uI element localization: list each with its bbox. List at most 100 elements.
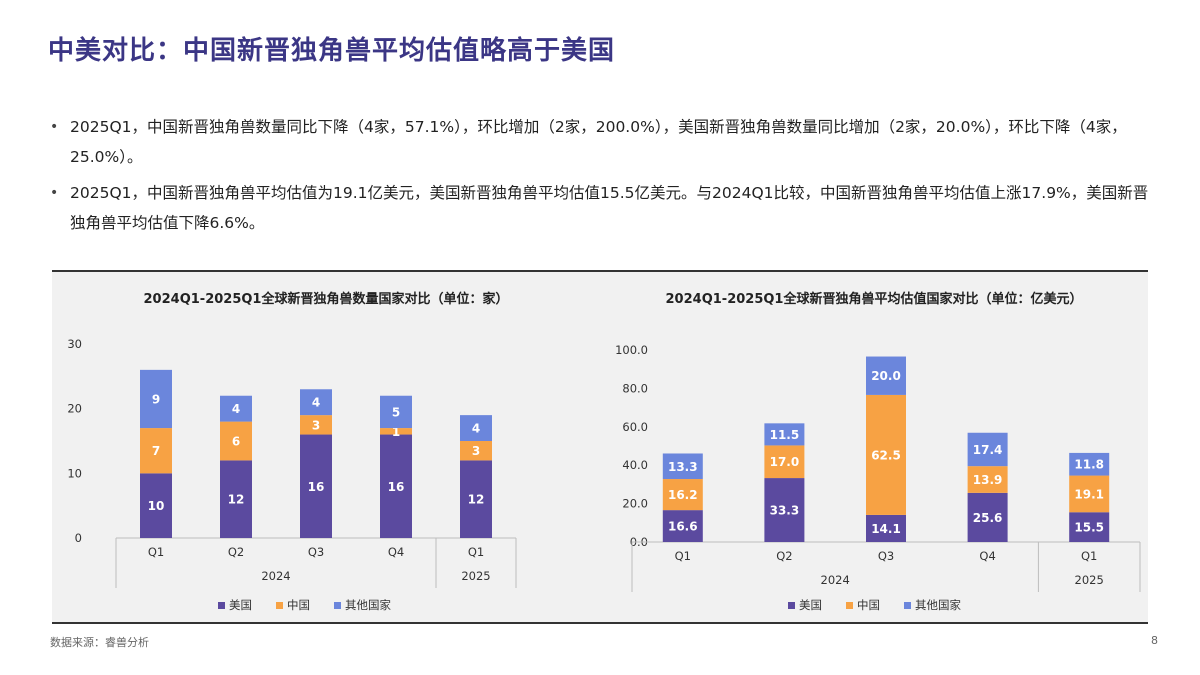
legend-label: 中国 <box>857 598 880 612</box>
bar-segment <box>460 460 492 538</box>
bar-segment <box>380 395 412 429</box>
source-note: 数据来源：睿兽分析 <box>50 636 149 649</box>
bar-segment <box>764 445 805 479</box>
bar-segment <box>140 428 172 474</box>
bar-segment <box>967 492 1008 542</box>
data-label: 13.9 <box>973 473 1003 487</box>
data-label: 1 <box>392 425 400 439</box>
y-tick-label: 80.0 <box>622 381 648 395</box>
legend-swatch <box>334 602 341 609</box>
legend-swatch <box>788 602 795 609</box>
count-chart-svg: 0 10 20 30 10 7 9 Q1 12 6 4 Q2 16 3 4 Q3 16 1 5 Q4 12 3 4 Q1 202… <box>67 337 517 612</box>
count-chart: 2024Q1-2025Q1全球新晋独角兽数量国家对比（单位：家） 0 10 20 30… <box>52 272 600 622</box>
data-label: 14.1 <box>871 522 901 536</box>
x-tick-label: Q4 <box>388 545 404 559</box>
y-tick-label: 60.0 <box>622 420 648 434</box>
data-label: 6 <box>232 435 240 449</box>
x-tick-label: Q4 <box>979 549 995 563</box>
bar-segment <box>1069 512 1110 542</box>
group-label: 2025 <box>1075 573 1104 587</box>
y-tick-label: 10 <box>67 466 82 480</box>
bar-segment <box>764 478 805 542</box>
x-tick-label: Q1 <box>468 545 484 559</box>
legend-label: 美国 <box>229 598 252 612</box>
bullet-item: • 2025Q1，中国新晋独角兽平均估值为19.1亿美元，美国新晋独角兽平均估值… <box>50 178 1160 238</box>
bar-segment <box>662 453 703 480</box>
y-tick-label: 30 <box>67 337 82 351</box>
data-label: 7 <box>152 444 160 458</box>
bullet-dot-icon: • <box>50 119 59 135</box>
data-label: 16 <box>388 480 405 494</box>
y-tick-label: 20.0 <box>622 497 648 511</box>
y-tick-label: 0 <box>75 531 82 545</box>
data-label: 4 <box>312 396 320 410</box>
chart-title: 2024Q1-2025Q1全球新晋独角兽数量国家对比（单位：家） <box>143 292 509 307</box>
bar-segment <box>764 423 805 446</box>
data-label: 3 <box>472 444 480 458</box>
bullet-item: • 2025Q1，中国新晋独角兽数量同比下降（4家，57.1%），环比增加（2家… <box>50 112 1160 172</box>
data-label: 62.5 <box>871 448 901 462</box>
bar-segment <box>220 395 252 422</box>
bullet-text: 2025Q1，中国新晋独角兽平均估值为19.1亿美元，美国新晋独角兽平均估值15… <box>70 184 1149 232</box>
data-label: 16.2 <box>668 488 698 502</box>
x-tick-label: Q3 <box>308 545 324 559</box>
valuation-chart-svg: 0.020.040.060.080.0100.016.616.213.3Q133… <box>615 343 1141 612</box>
y-tick-label: 40.0 <box>622 458 648 472</box>
bar-segment <box>380 434 412 538</box>
data-label: 17.0 <box>770 455 800 469</box>
x-tick-label: Q1 <box>148 545 164 559</box>
legend-label: 中国 <box>287 598 310 612</box>
bar-segment <box>300 434 332 538</box>
data-label: 3 <box>312 418 320 432</box>
bullet-dot-icon: • <box>50 185 59 201</box>
bar-segment <box>300 389 332 416</box>
data-label: 25.6 <box>973 511 1003 525</box>
bar-segment <box>220 421 252 461</box>
bar-segment <box>380 428 412 435</box>
bar-segment <box>140 473 172 538</box>
data-label: 16.6 <box>668 520 698 534</box>
valuation-chart: 2024Q1-2025Q1全球新晋独角兽平均估值国家对比（单位：亿美元） 0.0… <box>600 272 1148 622</box>
data-label: 11.5 <box>770 428 800 442</box>
page-title: 中美对比：中国新晋独角兽平均估值略高于美国 <box>48 36 616 66</box>
legend-label: 其他国家 <box>345 598 391 612</box>
data-label: 5 <box>392 405 400 419</box>
bar-segment <box>866 394 906 515</box>
bar-segment <box>1069 452 1110 476</box>
legend-swatch <box>218 602 225 609</box>
group-label: 2025 <box>461 569 490 583</box>
data-label: 33.3 <box>770 504 800 518</box>
x-tick-label: Q1 <box>675 549 691 563</box>
legend-swatch <box>846 602 853 609</box>
data-label: 12 <box>228 493 245 507</box>
group-label: 2024 <box>261 569 290 583</box>
data-label: 4 <box>232 402 240 416</box>
legend-swatch <box>904 602 911 609</box>
x-tick-label: Q1 <box>1081 549 1097 563</box>
data-label: 16 <box>308 480 325 494</box>
x-tick-label: Q2 <box>228 545 244 559</box>
data-label: 20.0 <box>871 369 901 383</box>
bar-segment <box>866 514 906 542</box>
bar-segment <box>662 479 703 511</box>
data-label: 4 <box>472 422 480 436</box>
legend-label: 美国 <box>799 598 822 612</box>
data-label: 9 <box>152 392 160 406</box>
x-tick-label: Q2 <box>776 549 792 563</box>
data-label: 17.4 <box>973 443 1003 457</box>
bar-segment <box>460 441 492 461</box>
bar-segment <box>1069 475 1110 513</box>
x-tick-label: Q3 <box>878 549 894 563</box>
data-label: 13.3 <box>668 460 698 474</box>
bar-segment <box>866 356 906 395</box>
bullet-text: 2025Q1，中国新晋独角兽数量同比下降（4家，57.1%），环比增加（2家，2… <box>70 118 1127 166</box>
data-label: 15.5 <box>1074 521 1104 535</box>
bar-segment <box>967 466 1008 493</box>
y-tick-label: 20 <box>67 402 82 416</box>
legend-label: 其他国家 <box>915 598 961 612</box>
page-number: 8 <box>1151 634 1158 647</box>
legend-swatch <box>276 602 283 609</box>
data-label: 10 <box>148 499 165 513</box>
bar-segment <box>460 415 492 441</box>
bar-segment <box>662 510 703 542</box>
